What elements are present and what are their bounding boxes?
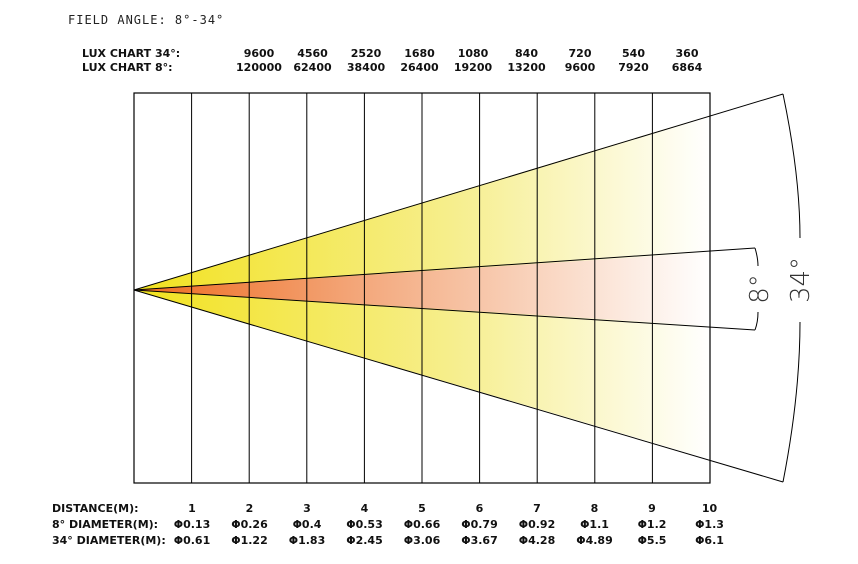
diameter-8-label: 8° DIAMETER(M): — [52, 518, 158, 531]
diameter-34-value: Φ6.1 — [695, 534, 724, 547]
narrow-angle-arc-upper — [754, 247, 759, 267]
lux-8-value: 19200 — [454, 61, 493, 74]
distance-value: 3 — [303, 502, 311, 515]
narrow-angle-arc-lower — [754, 311, 759, 331]
diameter-34-value: Φ5.5 — [638, 534, 667, 547]
diameter-8-value: Φ0.13 — [174, 518, 211, 531]
wide-angle-arc-lower — [782, 321, 801, 483]
lux-8-values: 120000 62400 38400 26400 19200 13200 9600 7920 6… — [236, 61, 703, 74]
lux-8-value: 26400 — [400, 61, 439, 74]
diameter-34-value: Φ3.06 — [404, 534, 441, 547]
distance-grid — [191, 93, 653, 483]
lux-34-value: 720 — [569, 47, 592, 60]
diameter-34-value: Φ0.61 — [174, 534, 211, 547]
lux-8-value: 7920 — [618, 61, 649, 74]
narrow-beam-bottom-edge — [133, 289, 756, 331]
lux-8-value: 120000 — [236, 61, 282, 74]
lux-34-value: 840 — [515, 47, 538, 60]
lux-34-value: 2520 — [351, 47, 382, 60]
lux-8-value: 9600 — [565, 61, 596, 74]
lux-8-value: 13200 — [507, 61, 546, 74]
distance-value: 1 — [188, 502, 196, 515]
diameter-8-values: Φ0.13 Φ0.26 Φ0.4 Φ0.53 Φ0.66 Φ0.79 Φ0.92 Φ1.1 Φ1… — [174, 518, 724, 531]
diagram-title: FIELD ANGLE: 8°-34° — [68, 13, 224, 27]
diameter-34-value: Φ3.67 — [461, 534, 498, 547]
diameter-34-value: Φ1.83 — [289, 534, 326, 547]
wide-beam-top-edge — [133, 93, 784, 291]
distance-value: 5 — [418, 502, 426, 515]
diameter-34-label: 34° DIAMETER(M): — [52, 534, 166, 547]
distance-value: 7 — [533, 502, 541, 515]
lux-34-value: 1680 — [404, 47, 435, 60]
narrow-beam-top-edge — [133, 247, 756, 291]
diameter-8-value: Φ0.26 — [231, 518, 268, 531]
lux-34-value: 360 — [676, 47, 699, 60]
diameter-8-value: Φ0.53 — [346, 518, 383, 531]
diameter-8-value: Φ0.92 — [519, 518, 556, 531]
distance-value: 6 — [476, 502, 484, 515]
diameter-8-value: Φ0.79 — [461, 518, 498, 531]
distance-label: DISTANCE(M): — [52, 502, 139, 515]
lux-34-value: 1080 — [458, 47, 489, 60]
diameter-34-value: Φ4.28 — [519, 534, 556, 547]
lux-34-value: 9600 — [244, 47, 275, 60]
lux-8-value: 62400 — [293, 61, 332, 74]
diameter-8-value: Φ1.1 — [580, 518, 609, 531]
distance-value: 10 — [702, 502, 718, 515]
diameter-34-values: Φ0.61 Φ1.22 Φ1.83 Φ2.45 Φ3.06 Φ3.67 Φ4.28 Φ4.89… — [174, 534, 724, 547]
diameter-8-value: Φ0.4 — [293, 518, 322, 531]
diameter-8-value: Φ1.2 — [638, 518, 667, 531]
lux-34-values: 9600 4560 2520 1680 1080 840 720 540 360 — [244, 47, 699, 60]
lux-8-value: 6864 — [672, 61, 703, 74]
distance-value: 8 — [591, 502, 599, 515]
lux-8-label: LUX CHART 8°: — [82, 61, 173, 74]
diameter-8-value: Φ1.3 — [695, 518, 724, 531]
narrow-angle-label: 8° — [745, 274, 775, 304]
distance-value: 4 — [361, 502, 369, 515]
distance-values: 1 2 3 4 5 6 7 8 9 10 — [188, 502, 717, 515]
wide-angle-arc-upper — [782, 93, 801, 239]
diameter-34-value: Φ2.45 — [346, 534, 383, 547]
lux-34-label: LUX CHART 34°: — [82, 47, 180, 60]
lux-8-value: 38400 — [347, 61, 386, 74]
wide-angle-label: 34° — [786, 257, 816, 303]
diameter-8-value: Φ0.66 — [404, 518, 441, 531]
diameter-34-value: Φ4.89 — [576, 534, 613, 547]
distance-value: 9 — [648, 502, 656, 515]
lux-34-value: 4560 — [297, 47, 328, 60]
distance-value: 2 — [246, 502, 254, 515]
diameter-34-value: Φ1.22 — [231, 534, 268, 547]
wide-beam-bottom-edge — [133, 289, 784, 483]
lux-34-value: 540 — [622, 47, 645, 60]
